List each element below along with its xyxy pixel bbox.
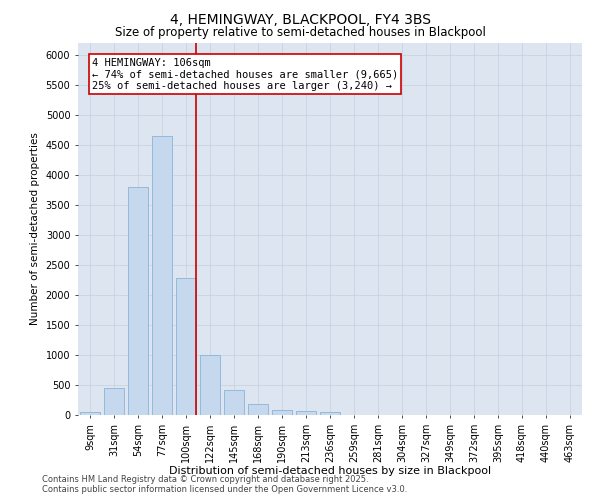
Bar	[200, 355, 220, 415]
Y-axis label: Number of semi-detached properties: Number of semi-detached properties	[30, 132, 40, 325]
Bar	[296, 411, 316, 415]
Bar	[272, 410, 292, 415]
Bar	[320, 412, 340, 415]
Bar	[224, 390, 244, 415]
Text: Size of property relative to semi-detached houses in Blackpool: Size of property relative to semi-detach…	[115, 26, 485, 39]
Text: 4 HEMINGWAY: 106sqm
← 74% of semi-detached houses are smaller (9,665)
25% of sem: 4 HEMINGWAY: 106sqm ← 74% of semi-detach…	[92, 58, 398, 90]
Bar	[128, 186, 148, 415]
Text: 4, HEMINGWAY, BLACKPOOL, FY4 3BS: 4, HEMINGWAY, BLACKPOOL, FY4 3BS	[170, 12, 431, 26]
X-axis label: Distribution of semi-detached houses by size in Blackpool: Distribution of semi-detached houses by …	[169, 466, 491, 476]
Bar	[104, 388, 124, 415]
Bar	[176, 278, 196, 415]
Bar	[248, 404, 268, 415]
Bar	[152, 136, 172, 415]
Bar	[80, 412, 100, 415]
Text: Contains HM Land Registry data © Crown copyright and database right 2025.
Contai: Contains HM Land Registry data © Crown c…	[42, 474, 407, 494]
